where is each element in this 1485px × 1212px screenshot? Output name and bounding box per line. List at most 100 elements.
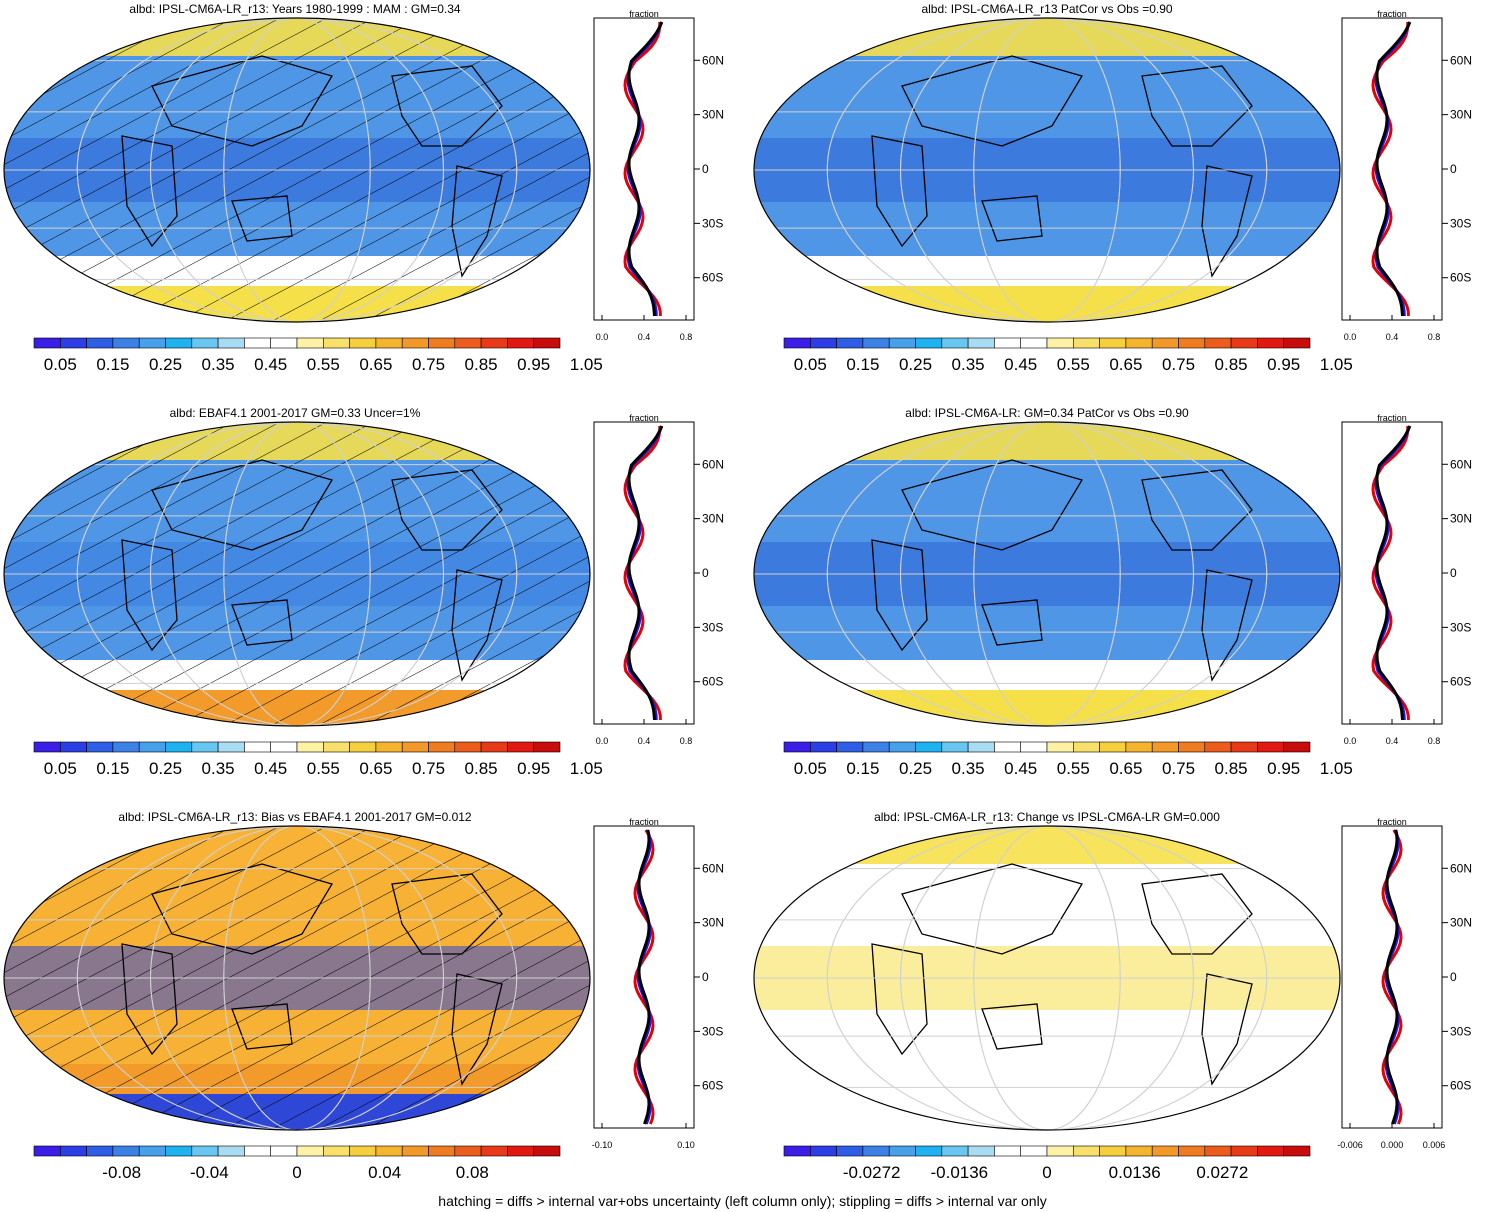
panel-title-p4: albd: IPSL-CM6A-LR: GM=0.34 PatCor vs Ob… xyxy=(905,406,1189,420)
colorbar-swatch xyxy=(480,741,508,753)
colorbar-p6: -0.0272 -0.0136 0 0.0136 0.0272 xyxy=(783,1145,1311,1186)
colorbar-label: 0.35 xyxy=(952,759,985,778)
colorbar-swatch xyxy=(1072,741,1100,753)
colorbar-label: 0.65 xyxy=(359,355,392,374)
colorbar-p2: 0.05 0.15 0.25 0.35 0.45 0.55 0.65 0.75 0.85 0.95… xyxy=(783,337,1353,378)
colorbar-p4: 0.05 0.15 0.25 0.35 0.45 0.55 0.65 0.75 0.85 0.95… xyxy=(783,741,1353,782)
colorbar-label: 0.15 xyxy=(846,759,879,778)
colorbar-label: 0.15 xyxy=(96,355,129,374)
colorbar-swatch xyxy=(1151,741,1179,753)
colorbar-swatch xyxy=(138,1145,166,1157)
colorbar-swatch xyxy=(244,337,271,349)
x-tick-label: 0.8 xyxy=(680,332,693,342)
colorbar-label: 0.95 xyxy=(517,355,550,374)
colorbar-swatch xyxy=(915,1145,943,1157)
colorbar-swatch xyxy=(809,1145,837,1157)
map-outline xyxy=(753,17,1341,323)
lat-tick-label: 30N xyxy=(702,916,724,930)
x-tick-label: 0.8 xyxy=(1428,736,1441,746)
colorbar-swatch xyxy=(533,337,561,349)
colorbar-label: 0.75 xyxy=(412,759,445,778)
lat-tick-label: 60S xyxy=(1450,675,1471,689)
graticule-meridian xyxy=(150,18,444,322)
x-tick-label: 0.10 xyxy=(677,1140,695,1150)
graticule-meridian xyxy=(223,826,371,1130)
colorbar-label: 0.05 xyxy=(794,355,827,374)
colorbar-swatch xyxy=(1020,1145,1048,1157)
colorbar-swatch xyxy=(1099,337,1127,349)
colorbar-swatch xyxy=(401,1145,429,1157)
lat-tick-label: 30N xyxy=(1450,108,1472,122)
colorbar-swatch xyxy=(349,1145,377,1157)
profile-frame xyxy=(1341,421,1443,725)
graticule-meridian xyxy=(973,422,1121,726)
colorbar-label: 0.65 xyxy=(359,759,392,778)
continent-outline xyxy=(981,195,1043,242)
lat-tick-label: 30N xyxy=(702,512,724,526)
map-outline xyxy=(3,421,591,727)
colorbar-swatch xyxy=(836,1145,864,1157)
lat-tick-label: 0 xyxy=(1450,566,1457,580)
colorbar-swatch xyxy=(59,741,87,753)
colorbar-label: 0.65 xyxy=(1109,759,1142,778)
graticule-meridian xyxy=(223,422,371,726)
colorbar-label: 1.05 xyxy=(570,759,603,778)
lat-tick-label: 30S xyxy=(702,620,723,634)
graticule-meridian xyxy=(150,422,444,726)
graticule-meridian xyxy=(826,826,1268,1130)
x-tick-label: 0.4 xyxy=(1386,332,1399,342)
continent-outline xyxy=(1201,973,1253,1086)
colorbar-swatch xyxy=(138,741,166,753)
colorbar-label: 0.25 xyxy=(899,759,932,778)
panel-title-p3: albd: EBAF4.1 2001-2017 GM=0.33 Uncer=1% xyxy=(169,406,421,420)
colorbar-swatch xyxy=(401,337,429,349)
colorbar-swatch xyxy=(1125,1145,1153,1157)
colorbar-swatch xyxy=(533,741,561,753)
colorbar-swatch xyxy=(1283,741,1311,753)
colorbar-swatch xyxy=(915,337,943,349)
map-outline xyxy=(753,421,1341,727)
footer-note: hatching = diffs > internal var+obs unce… xyxy=(438,1193,1047,1209)
colorbar-swatch xyxy=(533,1145,561,1157)
colorbar-swatch xyxy=(1230,337,1258,349)
colorbar-label: 0.35 xyxy=(202,759,235,778)
profile-curve-black xyxy=(1375,21,1412,317)
colorbar-swatch xyxy=(322,1145,350,1157)
colorbar-swatch xyxy=(1283,1145,1311,1157)
profile-p1: fraction 60N 30N 0 30S 60S 0.0 0.4 0.8 xyxy=(593,9,724,350)
colorbar-swatch xyxy=(480,1145,508,1157)
lat-tick-label: 60N xyxy=(1450,53,1472,67)
colorbar-swatch xyxy=(375,741,403,753)
lat-tick-label: 30S xyxy=(1450,216,1471,230)
graticule-meridian xyxy=(826,18,1268,322)
graticule-meridian xyxy=(223,18,371,322)
colorbar-label: 0.25 xyxy=(149,759,182,778)
colorbar-swatch xyxy=(454,1145,482,1157)
colorbar-swatch xyxy=(1230,1145,1258,1157)
colorbar-swatch xyxy=(888,741,916,753)
lat-tick-label: 30N xyxy=(1450,512,1472,526)
panel-title-p6: albd: IPSL-CM6A-LR_r13: Change vs IPSL-C… xyxy=(874,810,1220,824)
colorbar-swatch xyxy=(1204,741,1232,753)
colorbar-label: 0.75 xyxy=(1162,759,1195,778)
colorbar-label: 0.05 xyxy=(44,759,77,778)
colorbar-swatch xyxy=(217,741,245,753)
colorbar-label: 1.05 xyxy=(1320,355,1353,374)
x-tick-label: 0.0 xyxy=(596,332,609,342)
colorbar-swatch xyxy=(191,741,219,753)
panel-title-p2: albd: IPSL-CM6A-LR_r13 PatCor vs Obs =0.… xyxy=(921,2,1173,16)
lat-tick-label: 60N xyxy=(1450,861,1472,875)
colorbar-p3: 0.05 0.15 0.25 0.35 0.45 0.55 0.65 0.75 0.85 0.95… xyxy=(33,741,603,782)
colorbar-swatch xyxy=(783,1145,811,1157)
colorbar-label: 0.45 xyxy=(1004,759,1037,778)
colorbar-swatch xyxy=(86,741,114,753)
continent-outline xyxy=(981,1003,1043,1050)
colorbar-swatch xyxy=(967,337,995,349)
x-tick-label: 0.4 xyxy=(638,332,651,342)
colorbar-swatch xyxy=(112,1145,140,1157)
colorbar-label: 0.55 xyxy=(1057,355,1090,374)
colorbar-label: 0.0272 xyxy=(1196,1163,1248,1182)
colorbar-label: 0.35 xyxy=(952,355,985,374)
lat-tick-label: 30S xyxy=(1450,620,1471,634)
colorbar-swatch xyxy=(1046,1145,1074,1157)
